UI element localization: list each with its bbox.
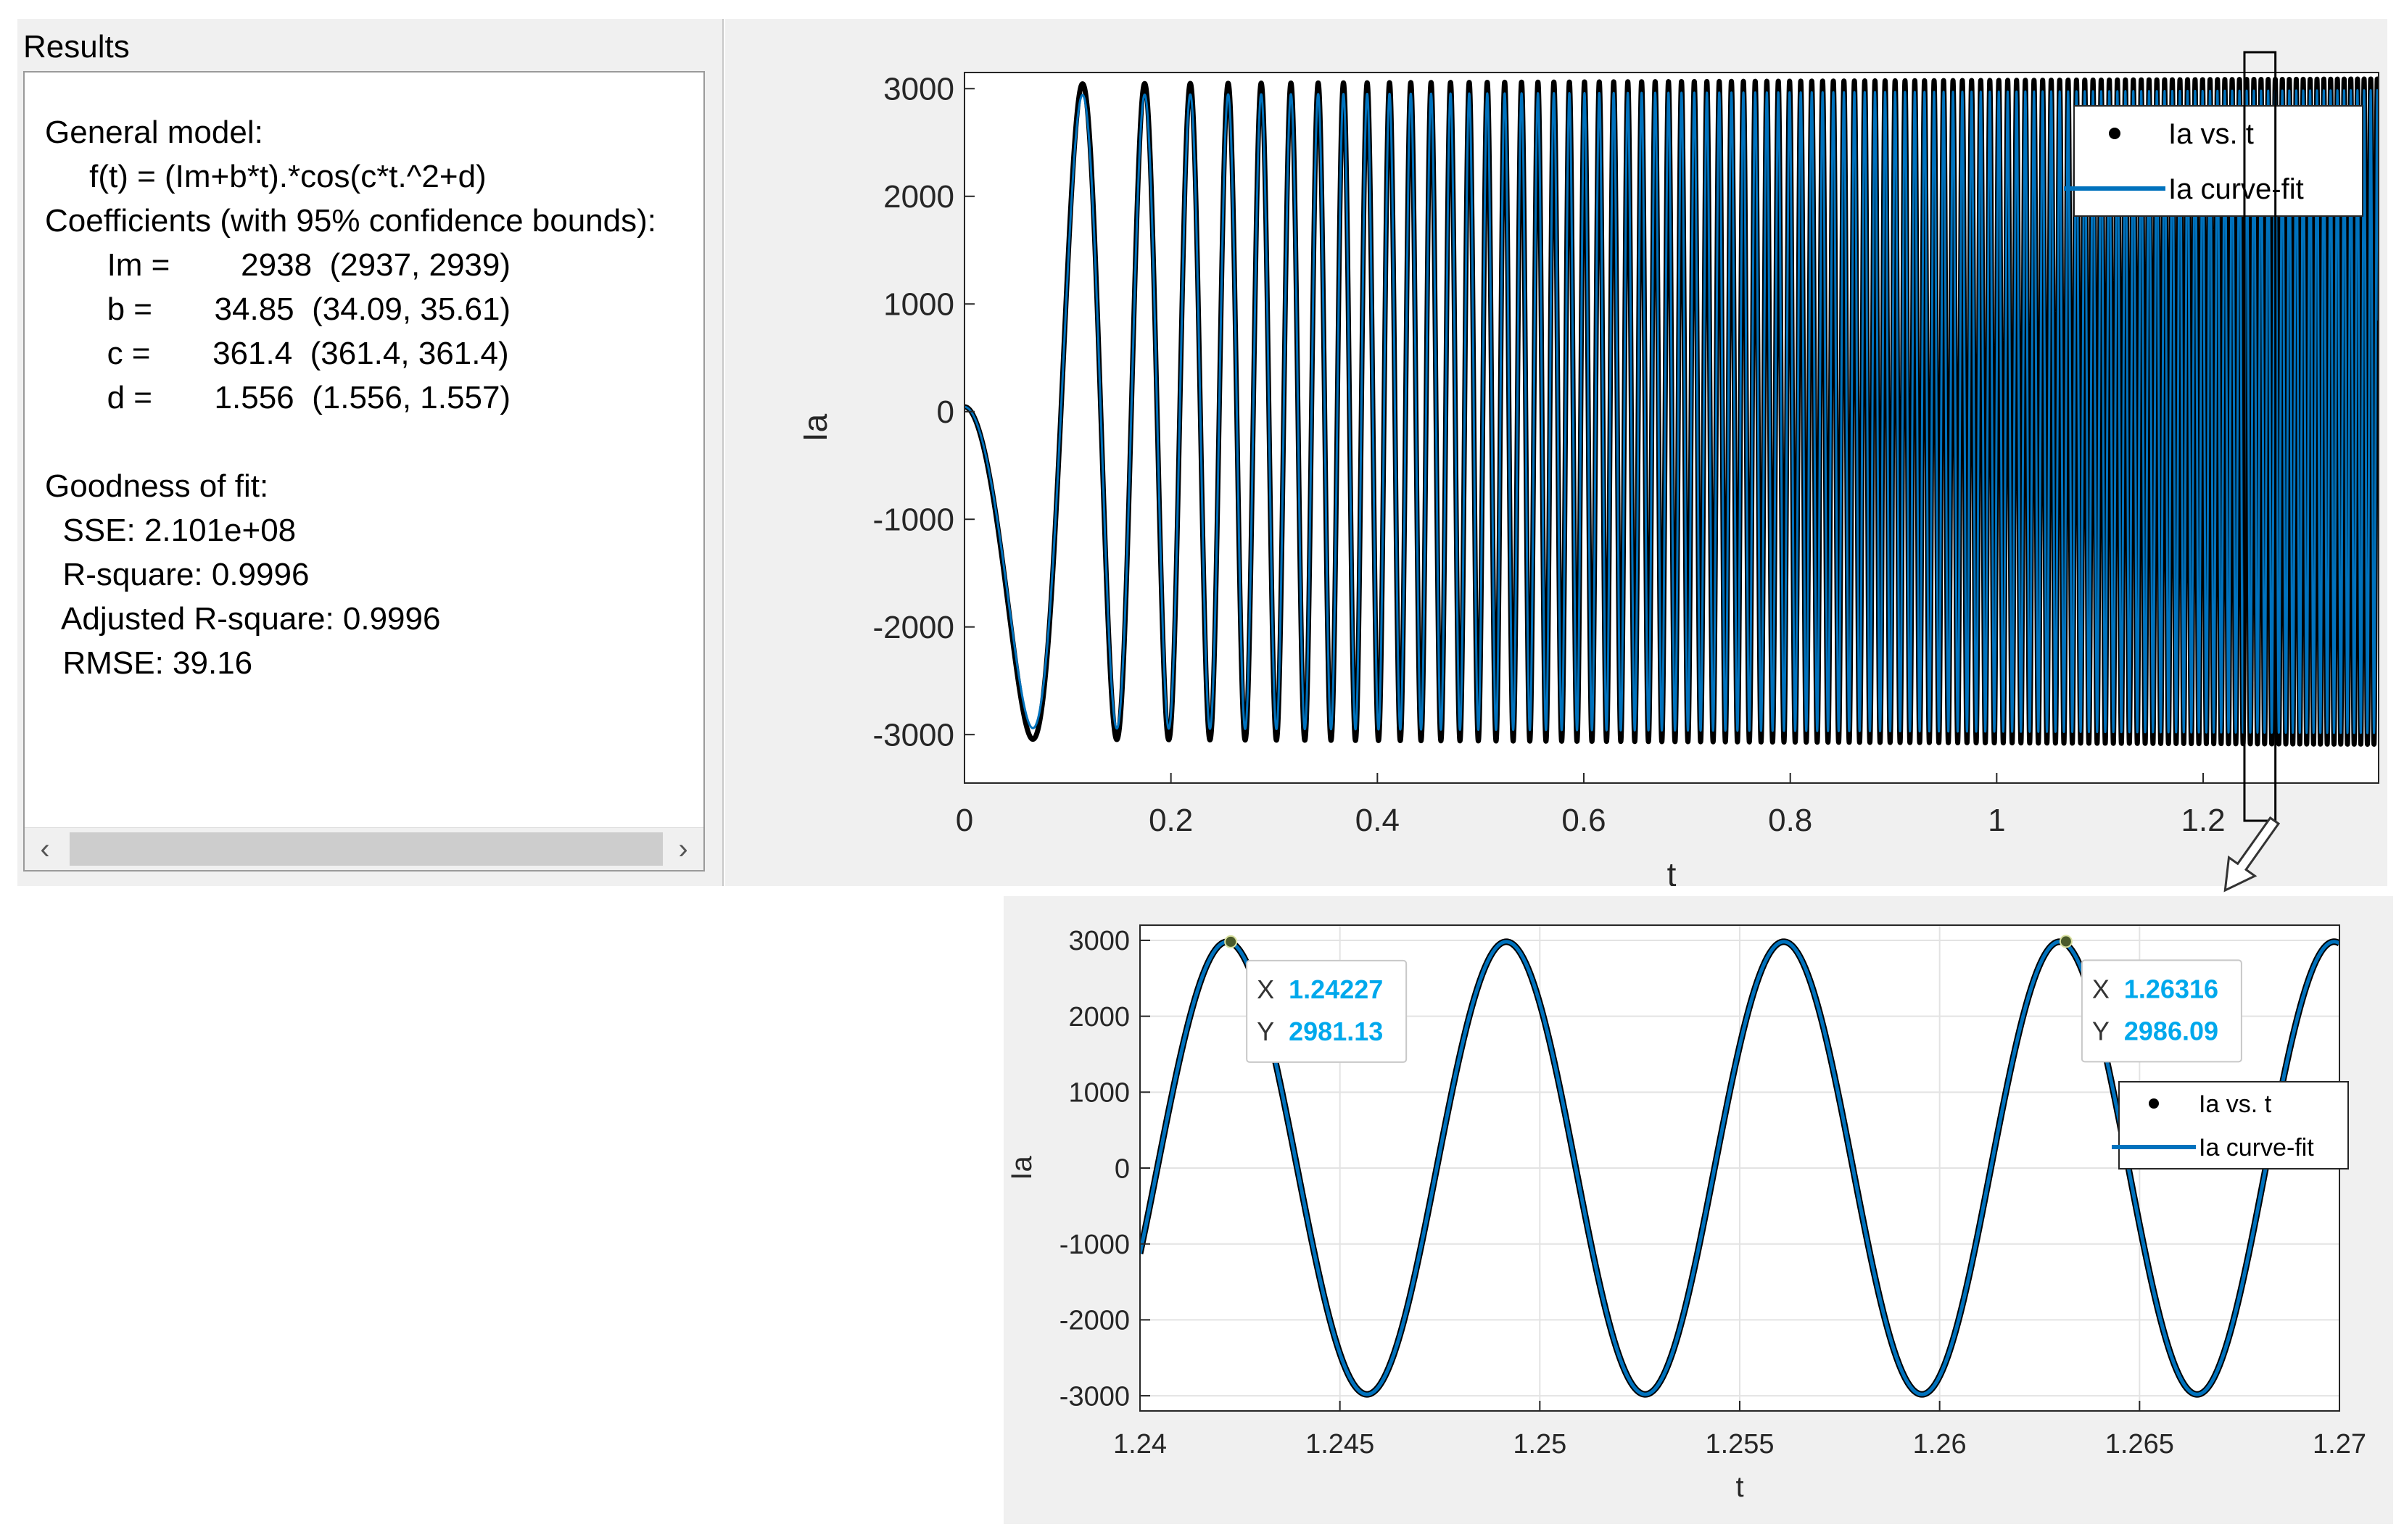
x-tick-label: 1.2 [2181, 803, 2225, 838]
datatip-marker [1224, 935, 1238, 948]
main-chart[interactable]: 0 0.2 0.4 0.6 0.8 1 1.2 -3000 -2000 -1000 0 1000 200… [725, 19, 2387, 886]
y-tick-label: -1000 [1060, 1230, 1130, 1260]
legend-box [2118, 1081, 2349, 1170]
x-axis-label: t [1735, 1471, 1743, 1503]
x-tick-label: 1 [1988, 803, 2005, 838]
plot-frame [964, 72, 2379, 784]
y-tick-label: -3000 [872, 718, 954, 753]
results-line: Adjusted R-square: 0.9996 [45, 601, 441, 637]
y-tick-label: -2000 [872, 610, 954, 645]
datatip-y-label: Y [2092, 1016, 2110, 1046]
results-line: Goodness of fit: [45, 468, 269, 504]
results-line: General model: [45, 115, 263, 150]
results-line: SSE: 2.101e+08 [45, 513, 297, 548]
zoom-figure-panel: 1.24 1.245 1.25 1.255 1.26 1.265 1.27 -3000 -200… [1004, 896, 2393, 1524]
y-tick-label: -2000 [1060, 1306, 1130, 1336]
y-tick-label: 2000 [883, 179, 954, 215]
datatip-y-value: 2981.13 [1289, 1017, 1383, 1046]
y-tick-label: 1000 [883, 287, 954, 323]
x-tick-label: 1.255 [1705, 1429, 1774, 1460]
y-tick-label: -1000 [872, 502, 954, 538]
legend-label: Ia vs. t [2199, 1090, 2272, 1118]
legend-label: Ia vs. t [2168, 118, 2254, 150]
datatip-x-label: X [2092, 974, 2110, 1003]
y-tick-label: 0 [937, 394, 954, 430]
datatip-x-value: 1.24227 [1289, 974, 1383, 1004]
x-tick-label: 1.26 [1913, 1429, 1967, 1460]
x-tick-label: 1.27 [2313, 1429, 2366, 1460]
results-line: Coefficients (with 95% confidence bounds… [45, 203, 657, 239]
horizontal-scrollbar[interactable]: ‹ › [25, 827, 703, 870]
results-line: f(t) = (Im+b*t).*cos(c*t.^2+d) [45, 159, 487, 194]
fit-curve-series [965, 88, 2379, 734]
x-tick-label: 1.24 [1113, 1429, 1167, 1460]
y-tick-label: 0 [1115, 1154, 1130, 1184]
datatip-x-value: 1.26316 [2124, 974, 2218, 1003]
x-tick-label: 0 [956, 803, 973, 838]
x-tick-label: 1.265 [2105, 1429, 2174, 1460]
fit-curve-series [1140, 940, 2339, 1396]
results-line: Im = 2938 (2937, 2939) [45, 247, 511, 283]
x-axis-label: t [1667, 856, 1677, 886]
y-tick-label: 3000 [883, 72, 954, 107]
y-axis-label: Ia [1006, 1156, 1038, 1180]
results-line: b = 34.85 (34.09, 35.61) [45, 291, 511, 327]
legend-marker-points [2149, 1098, 2159, 1109]
x-tick-label: 0.6 [1561, 803, 1606, 838]
datatip-x-label: X [1257, 974, 1274, 1004]
x-tick-label: 1.25 [1513, 1429, 1566, 1460]
results-line: d = 1.556 (1.556, 1.557) [45, 380, 511, 415]
results-line: RMSE: 39.16 [45, 645, 253, 681]
results-title: Results [23, 29, 130, 65]
y-tick-label: 2000 [1068, 1002, 1130, 1032]
y-tick-label: 1000 [1068, 1078, 1130, 1109]
legend-label: Ia curve-fit [2168, 173, 2304, 205]
x-tick-label: 1.245 [1305, 1429, 1374, 1460]
legend-marker-points [2109, 128, 2120, 139]
x-tick-label: 0.2 [1149, 803, 1193, 838]
datatip-box [2081, 959, 2242, 1063]
datatip-y-label: Y [1257, 1017, 1274, 1046]
y-axis-label: Ia [796, 413, 834, 442]
zoom-chart[interactable]: 1.24 1.245 1.25 1.255 1.26 1.265 1.27 -3000 -200… [1004, 896, 2393, 1524]
legend-label: Ia curve-fit [2199, 1134, 2314, 1162]
scrollbar-thumb[interactable] [70, 832, 663, 866]
x-tick-label: 0.8 [1768, 803, 1812, 838]
datatip-marker [2059, 935, 2073, 948]
results-line: R-square: 0.9996 [45, 557, 310, 592]
chevron-left-icon[interactable]: ‹ [40, 833, 50, 865]
results-panel: Results General model: f(t) = (Im+b*t).*… [17, 19, 724, 886]
datatip-y-value: 2986.09 [2124, 1016, 2218, 1046]
main-figure-panel: 0 0.2 0.4 0.6 0.8 1 1.2 -3000 -2000 -1000 0 1000 200… [725, 19, 2387, 886]
x-tick-label: 0.4 [1355, 803, 1400, 838]
plot-content [1140, 938, 2339, 1398]
datatip-box [1246, 959, 1408, 1063]
y-tick-label: -3000 [1060, 1381, 1130, 1412]
legend-box [2073, 105, 2363, 217]
plot-content [965, 76, 2379, 747]
y-tick-label: 3000 [1068, 926, 1130, 956]
results-text-area[interactable]: General model: f(t) = (Im+b*t).*cos(c*t.… [23, 71, 705, 872]
results-line: c = 361.4 (361.4, 361.4) [45, 336, 509, 371]
chevron-right-icon[interactable]: › [678, 833, 688, 865]
